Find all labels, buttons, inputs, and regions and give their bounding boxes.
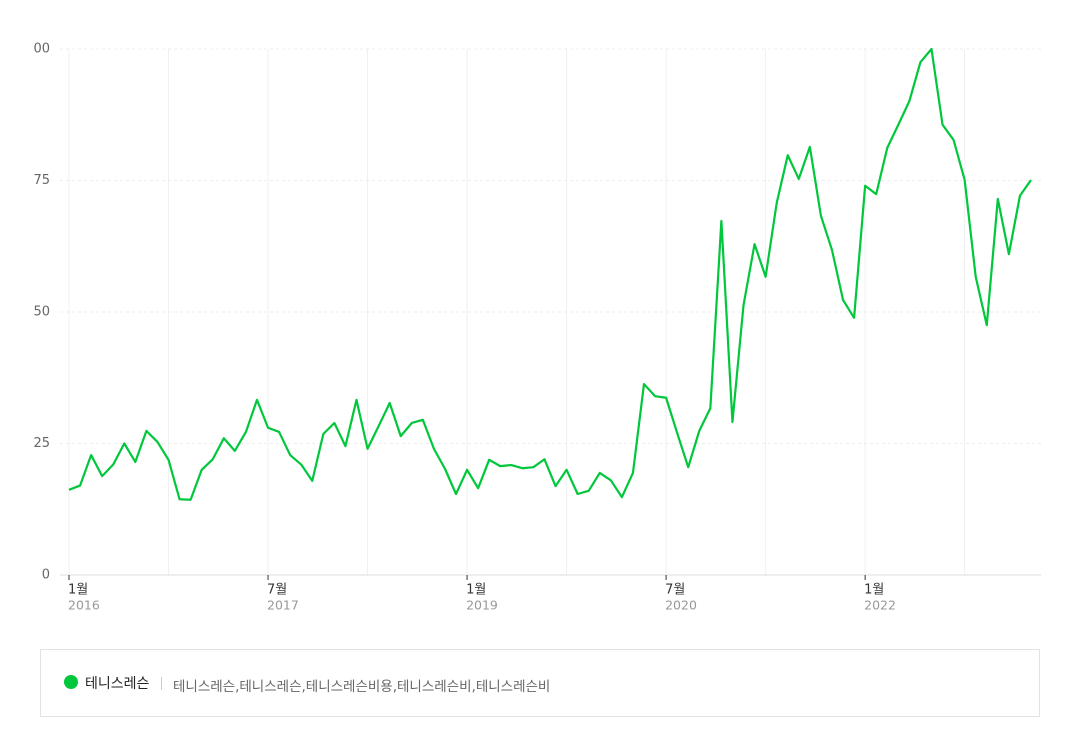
x-tick-month: 7월 bbox=[665, 583, 685, 598]
x-tick-month: 1월 bbox=[864, 583, 884, 598]
y-tick-label: 75 bbox=[33, 173, 50, 188]
y-tick-label: 25 bbox=[33, 436, 50, 451]
x-tick-year: 2017 bbox=[267, 598, 299, 613]
y-tick-label: 50 bbox=[33, 305, 50, 320]
legend-marker bbox=[64, 675, 78, 689]
x-tick-month: 1월 bbox=[68, 583, 88, 598]
y-tick-label: 00 bbox=[33, 42, 50, 57]
x-tick-month: 7월 bbox=[267, 583, 287, 598]
legend-name: 테니스레슨 bbox=[85, 676, 150, 692]
x-tick-year: 2020 bbox=[665, 598, 697, 613]
x-tick-year: 2016 bbox=[68, 598, 100, 613]
x-tick-year: 2022 bbox=[864, 598, 896, 613]
x-tick-year: 2019 bbox=[466, 598, 498, 613]
y-tick-label: 0 bbox=[42, 568, 50, 583]
legend-keywords: 테니스레슨,테니스레슨,테니스레슨비용,테니스레슨비,테니스레슨비 bbox=[173, 679, 551, 695]
line-series bbox=[68, 47, 1032, 501]
x-tick-month: 1월 bbox=[466, 583, 486, 598]
page: 0 25 50 75 00 1월 2016 7월 2017 1월 2019 7월 2020 1월 2022 … bbox=[33, 41, 1041, 717]
legend: 테니스레슨 테니스레슨,테니스레슨,테니스레슨비용,테니스레슨비,테니스레슨비 bbox=[40, 649, 1040, 717]
legend-separator bbox=[161, 677, 162, 690]
